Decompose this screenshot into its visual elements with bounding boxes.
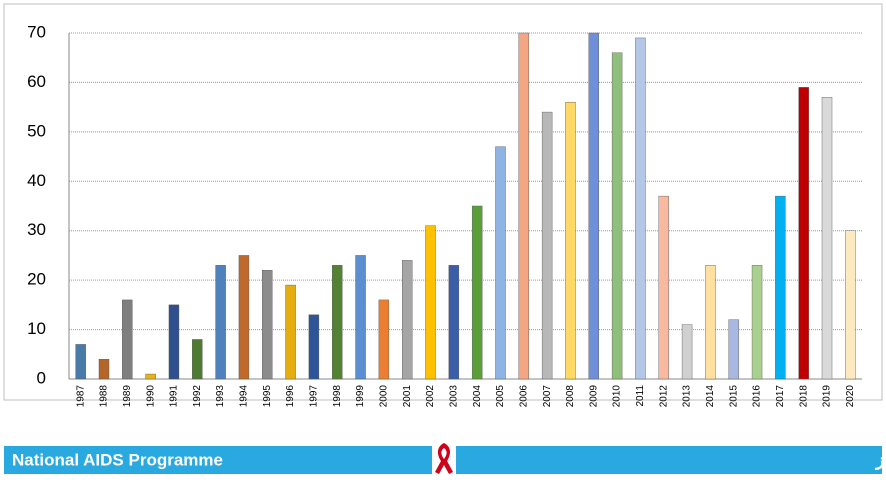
y-tick-label: 30	[27, 220, 46, 239]
x-tick-label: 1990	[145, 385, 156, 408]
bar	[448, 265, 460, 380]
bar	[285, 284, 296, 380]
x-tick-label: 1992	[192, 385, 203, 408]
bar	[588, 32, 599, 380]
y-tick-label: 10	[27, 319, 46, 338]
x-tick-label: 2020	[845, 385, 856, 408]
x-tick-label: 2009	[588, 385, 599, 408]
bar	[355, 255, 366, 380]
x-tick-label: 2004	[472, 385, 483, 408]
footer-left: National AIDS Programme	[12, 450, 223, 469]
x-tick-label: 2006	[518, 385, 529, 408]
bar	[168, 304, 180, 380]
x-tick-label: 2005	[495, 385, 506, 408]
bar	[518, 32, 530, 380]
y-tick-label: 70	[27, 22, 46, 41]
bar	[681, 324, 693, 380]
bar	[332, 265, 343, 380]
x-tick-label: 2007	[542, 385, 553, 408]
x-tick-label: 1996	[285, 385, 296, 408]
bar	[635, 37, 646, 380]
x-tick-label: 2002	[425, 385, 436, 408]
x-tick-label: 2015	[728, 385, 739, 408]
bar	[122, 299, 133, 380]
bar	[821, 97, 833, 380]
x-tick-label: 2014	[705, 385, 716, 408]
bar	[611, 52, 623, 380]
x-tick-label: 2019	[822, 385, 833, 408]
bar	[425, 225, 436, 380]
x-tick-label: 2003	[448, 385, 459, 408]
y-tick-label: 60	[27, 72, 46, 91]
x-tick-label: 1998	[332, 385, 343, 408]
bar	[658, 195, 669, 380]
x-tick-label: 2000	[379, 385, 390, 408]
bar	[378, 299, 390, 380]
bar	[798, 87, 809, 380]
x-tick-label: 2016	[752, 385, 763, 408]
x-tick-label: 1997	[309, 385, 320, 408]
bar	[728, 319, 739, 380]
x-tick-label: 2010	[612, 385, 623, 408]
x-tick-label: 1999	[355, 385, 366, 408]
x-tick-label: 1994	[239, 385, 250, 408]
y-tick-label: 50	[27, 121, 46, 140]
y-tick-label: 0	[37, 368, 46, 387]
bar	[495, 146, 506, 380]
x-tick-label: 2012	[658, 385, 669, 408]
bar	[262, 270, 273, 380]
bar	[565, 101, 576, 380]
bar	[705, 265, 716, 380]
x-tick-label: 2013	[682, 385, 693, 408]
y-tick-label: 20	[27, 270, 46, 289]
x-tick-label: 1989	[122, 385, 133, 408]
x-tick-label: 2017	[775, 385, 786, 408]
x-tick-label: 1993	[215, 385, 226, 408]
x-tick-label: 1987	[75, 385, 86, 408]
bar	[401, 260, 413, 380]
x-tick-label: 1995	[262, 385, 273, 408]
x-tick-label: 2008	[565, 385, 576, 408]
bar	[751, 265, 763, 380]
bar	[98, 359, 110, 380]
x-tick-label: 2001	[402, 385, 413, 408]
bar	[845, 230, 856, 380]
bar	[775, 195, 786, 380]
x-tick-label: 1988	[99, 385, 110, 408]
chart-frame	[3, 3, 883, 401]
footer-right: البرنامج الوطني لمكافحة الإيدز	[874, 450, 886, 470]
ribbon-icon	[435, 443, 453, 474]
x-tick-label: 1991	[169, 385, 180, 408]
x-tick-label: 2018	[798, 385, 809, 408]
bar	[541, 111, 553, 380]
x-tick-label: 2011	[635, 385, 646, 407]
bar	[238, 255, 250, 380]
bar	[471, 205, 483, 380]
y-tick-label: 40	[27, 171, 46, 190]
bar	[215, 265, 226, 380]
bar	[192, 339, 203, 380]
bar	[308, 314, 320, 380]
bar	[75, 344, 86, 380]
bar	[145, 373, 156, 380]
